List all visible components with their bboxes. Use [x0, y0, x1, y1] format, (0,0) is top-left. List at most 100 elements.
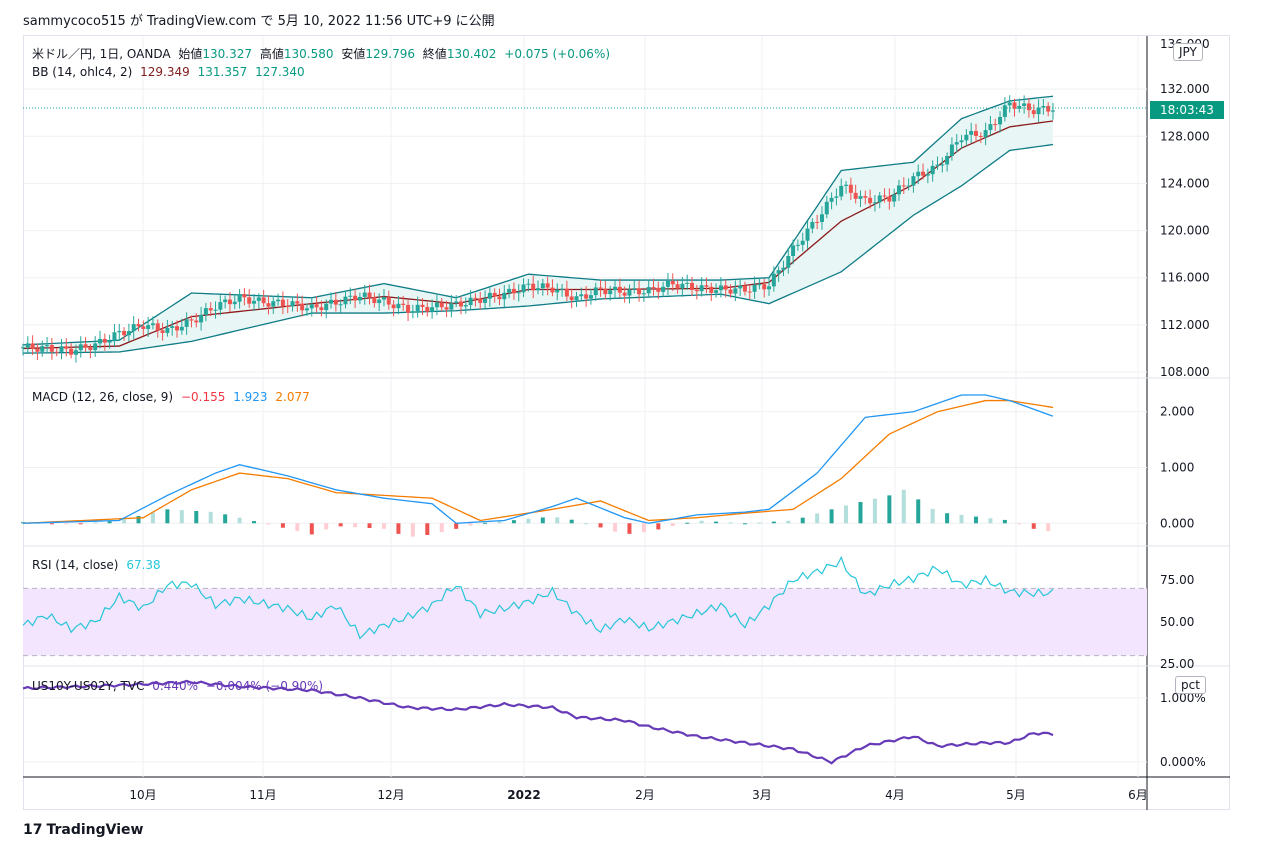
candle-body [646, 287, 651, 294]
spread-change: −0.004% (−0.90%) [205, 679, 324, 693]
candle-body [901, 185, 906, 187]
candle-body [656, 287, 661, 292]
macd-hist-bar [526, 518, 531, 524]
candle-body [160, 330, 165, 333]
candle-body [271, 301, 276, 307]
candle-body [584, 294, 589, 299]
candle-body [824, 201, 829, 215]
candle-body [381, 297, 386, 300]
macd-value: 1.923 [233, 390, 268, 404]
candle-body [560, 288, 565, 290]
candle-body [69, 348, 74, 355]
currency-badge[interactable]: JPY [1173, 43, 1203, 61]
macd-hist-bar [584, 523, 589, 525]
macd-hist-bar [107, 521, 112, 524]
bb-label[interactable]: BB (14, ohlc4, 2) [32, 65, 133, 79]
candle-body [916, 171, 921, 177]
bb-lower-line [22, 143, 1054, 354]
candle-body [752, 284, 757, 292]
candle-body [266, 303, 271, 307]
low-value: 129.796 [365, 47, 415, 61]
candle-body [1012, 102, 1017, 109]
time-tick-label: 11月 [249, 788, 276, 802]
candle-body [54, 351, 59, 353]
candle-body [718, 285, 723, 291]
candle-body [690, 282, 695, 290]
candle-body [420, 304, 425, 308]
candle-body [569, 296, 574, 301]
macd-hist-bar [1002, 519, 1007, 524]
candle-body [786, 255, 791, 268]
price-tick-label: 120.000 [1160, 224, 1210, 238]
macd-hist-bar [165, 509, 170, 524]
candle-body [757, 284, 762, 286]
candle-body [536, 288, 540, 291]
candle-body [280, 299, 285, 307]
candle-body [40, 346, 45, 352]
candle-body [430, 307, 435, 312]
footer-brand[interactable]: 17 TradingView [23, 822, 143, 838]
candle-body [613, 286, 618, 291]
candle-body [88, 347, 93, 351]
candle-body [781, 267, 786, 271]
candle-body [454, 301, 459, 304]
candle-body [511, 288, 516, 294]
spread-label[interactable]: US10Y-US02Y, TVC [32, 679, 145, 693]
time-tick-label: 5月 [1006, 788, 1026, 802]
candle-body [324, 303, 329, 311]
candle-body [651, 287, 656, 289]
close-value: 130.402 [446, 47, 497, 61]
candle-body [940, 164, 945, 166]
macd-hist-bar [468, 523, 473, 526]
open-label: 始値 [178, 47, 203, 61]
candle-body [550, 287, 555, 293]
macd-label[interactable]: MACD (12, 26, close, 9) [32, 390, 174, 404]
brand-name: TradingView [46, 822, 144, 838]
candle-body [439, 302, 444, 308]
macd-hist-bar [454, 523, 459, 529]
candle-body [367, 292, 372, 298]
header-text: に公開 [451, 14, 495, 29]
macd-hist-bar [656, 523, 661, 530]
high-value: 130.580 [283, 47, 334, 61]
author-name[interactable]: sammycoco515 [23, 14, 126, 29]
candle-body [969, 130, 974, 135]
candle-body [834, 196, 839, 198]
candle-body [304, 308, 309, 311]
rsi-tick-label: 50.00 [1160, 615, 1194, 629]
candle-body [839, 185, 844, 197]
candle-body [685, 282, 690, 284]
macd-hist-bar [93, 522, 98, 524]
time-tick-label: 4月 [885, 788, 905, 802]
candle-body [694, 289, 699, 292]
macd-hist-bar [973, 516, 978, 524]
publish-date: 5月 10, 2022 11:56 UTC+9 [277, 14, 452, 29]
macd-hist-bar [266, 523, 271, 525]
candle-body [300, 303, 305, 311]
candle-body [276, 299, 281, 302]
macd-hist-bar [280, 523, 285, 528]
candle-body [372, 297, 377, 304]
chart-frame[interactable] [23, 35, 1230, 810]
rsi-value: 67.38 [126, 558, 161, 572]
macd-legend: MACD (12, 26, close, 9) −0.155 1.923 2.0… [32, 390, 314, 404]
candle-body [863, 196, 868, 198]
candle-body [1007, 102, 1012, 106]
candle-body [59, 346, 64, 352]
candle-body [362, 292, 367, 297]
rsi-label[interactable]: RSI (14, close) [32, 558, 119, 572]
candle-body [921, 171, 926, 176]
macd-hist-bar [78, 523, 83, 525]
candle-body [175, 326, 180, 331]
candle-body [531, 283, 536, 291]
candle-body [800, 240, 805, 245]
macd-hist-bar [728, 522, 733, 524]
candle-body [791, 245, 796, 256]
symbol-label[interactable]: 米ドル／円, 1日, OANDA [32, 47, 171, 61]
macd-hist-bar [425, 523, 430, 535]
candle-body [329, 299, 334, 304]
candle-body [247, 297, 252, 304]
site-name[interactable]: TradingView.com [147, 14, 257, 29]
unit-badge[interactable]: pct [1175, 676, 1206, 694]
